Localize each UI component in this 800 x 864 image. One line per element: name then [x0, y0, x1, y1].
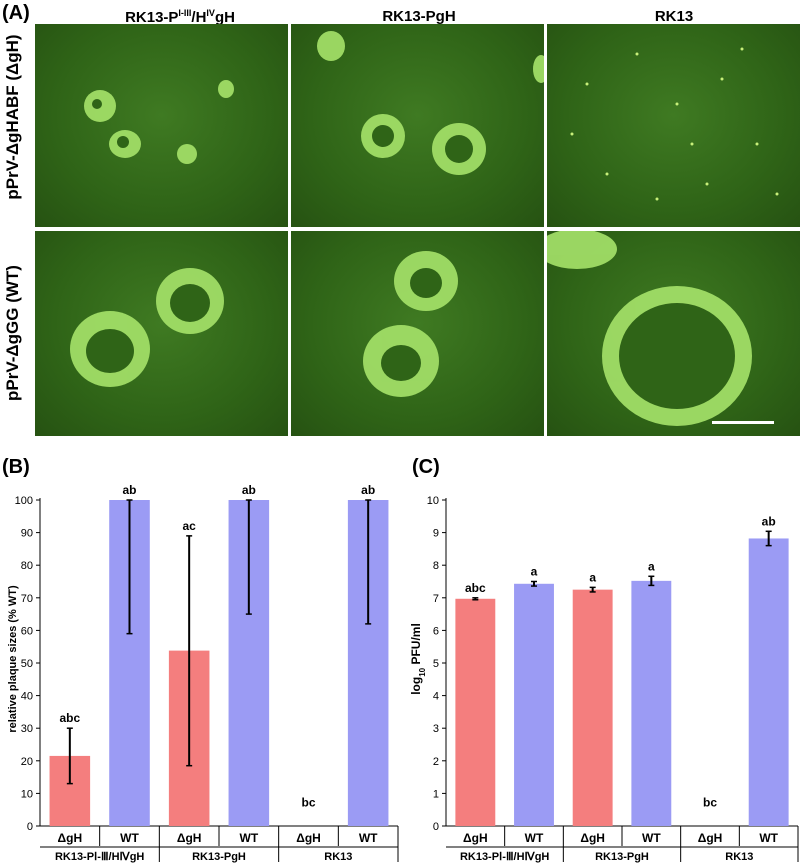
category-label: ΔgH	[58, 831, 83, 845]
micrograph-r2c2	[291, 231, 544, 436]
y-tick-label: 6	[433, 625, 439, 637]
category-label: WT	[359, 831, 378, 845]
category-label: ΔgH	[698, 831, 723, 845]
y-tick-label: 100	[15, 495, 33, 507]
bar-annotation: ab	[762, 514, 776, 528]
bar-annotation: bc	[703, 795, 717, 809]
y-tick-label: 50	[21, 658, 33, 670]
y-tick-label: 1	[433, 788, 439, 800]
micrograph-r2c1	[35, 231, 288, 436]
micrograph-r1c3	[547, 24, 800, 227]
chart-b: relative plaque sizes (% WT) 0 10 20 30 40 50…	[7, 483, 399, 863]
scale-bar	[712, 421, 774, 424]
plaque-image	[363, 251, 458, 397]
plaque-image	[570, 47, 779, 201]
category-label: WT	[759, 831, 778, 845]
y-tick-label: 60	[21, 625, 33, 637]
category-label: WT	[642, 831, 661, 845]
bar	[455, 598, 496, 826]
y-tick-label: 10	[21, 788, 33, 800]
category-label: WT	[120, 831, 139, 845]
bar-annotation: ab	[242, 483, 256, 497]
y-tick-label: 4	[433, 691, 439, 703]
column-header-1: RK13-PI-III/HIVgH	[125, 8, 235, 26]
group-label: RK13-PⅠ-Ⅲ/HⅣgH	[460, 851, 549, 863]
bar-annotation: a	[531, 565, 538, 579]
bar-annotation: ac	[182, 519, 196, 533]
bar	[572, 589, 613, 826]
chart-c-ylabel: log10 PFU/ml	[409, 623, 427, 695]
category-label: WT	[525, 831, 544, 845]
group-label: RK13-PgH	[192, 851, 246, 863]
row-header-2: pPrV-ΔgGG (WT)	[3, 265, 22, 401]
y-tick-label: 7	[433, 593, 439, 605]
bar	[514, 583, 554, 826]
bar-annotation: bc	[301, 795, 315, 809]
bar-annotation: ab	[361, 483, 375, 497]
plaque-image	[84, 80, 234, 164]
category-label: ΔgH	[177, 831, 202, 845]
y-tick-label: 0	[433, 821, 439, 833]
chart-c: log10 PFU/ml 0 1 2 3 4 5 6 7 8 9 10 abc ΔgH a WT a ΔgH a W…	[409, 495, 799, 863]
micrograph-grid	[35, 24, 800, 436]
y-tick-label: 5	[433, 658, 439, 670]
bar-annotation: abc	[465, 581, 486, 595]
category-label: ΔgH	[580, 831, 605, 845]
column-header-3: RK13	[654, 8, 694, 25]
y-tick-label: 40	[21, 691, 33, 703]
category-label: ΔgH	[463, 831, 488, 845]
micrograph-r1c1	[35, 24, 288, 227]
bar-annotation: abc	[59, 711, 80, 725]
group-label: RK13	[324, 851, 352, 863]
panel-b-label: (B)	[2, 456, 30, 478]
bar-annotation: ab	[122, 483, 136, 497]
y-tick-label: 70	[21, 593, 33, 605]
chart-b-ylabel: relative plaque sizes (% WT)	[7, 585, 19, 733]
panel-a-label: (A)	[2, 2, 30, 24]
y-tick-label: 80	[21, 560, 33, 572]
y-tick-label: 3	[433, 723, 439, 735]
y-tick-label: 0	[27, 821, 33, 833]
plaque-image	[547, 231, 774, 426]
group-label: RK13-PⅠ-Ⅲ/HⅣgH	[55, 851, 144, 863]
plaque-image	[317, 31, 544, 175]
panel-c-label: (C)	[412, 456, 440, 478]
y-tick-label: 2	[433, 756, 439, 768]
micrograph-r2c3	[547, 231, 800, 436]
row-header-1: pPrV-ΔgHABF (ΔgH)	[3, 34, 22, 200]
plaque-image	[70, 268, 224, 387]
y-tick-label: 9	[433, 528, 439, 540]
category-label: WT	[240, 831, 259, 845]
bar	[631, 580, 672, 826]
group-label: RK13-PgH	[595, 851, 649, 863]
micrograph-r1c2	[291, 24, 544, 227]
column-header-2: RK13-PgH	[382, 8, 456, 25]
group-label: RK13	[725, 851, 753, 863]
y-tick-label: 90	[21, 528, 33, 540]
y-tick-label: 30	[21, 723, 33, 735]
bar-annotation: a	[589, 570, 596, 584]
bar	[748, 538, 789, 826]
category-label: ΔgH	[296, 831, 321, 845]
bar-annotation: a	[648, 559, 655, 573]
y-tick-label: 20	[21, 756, 33, 768]
y-tick-label: 10	[427, 495, 439, 507]
y-tick-label: 8	[433, 560, 439, 572]
